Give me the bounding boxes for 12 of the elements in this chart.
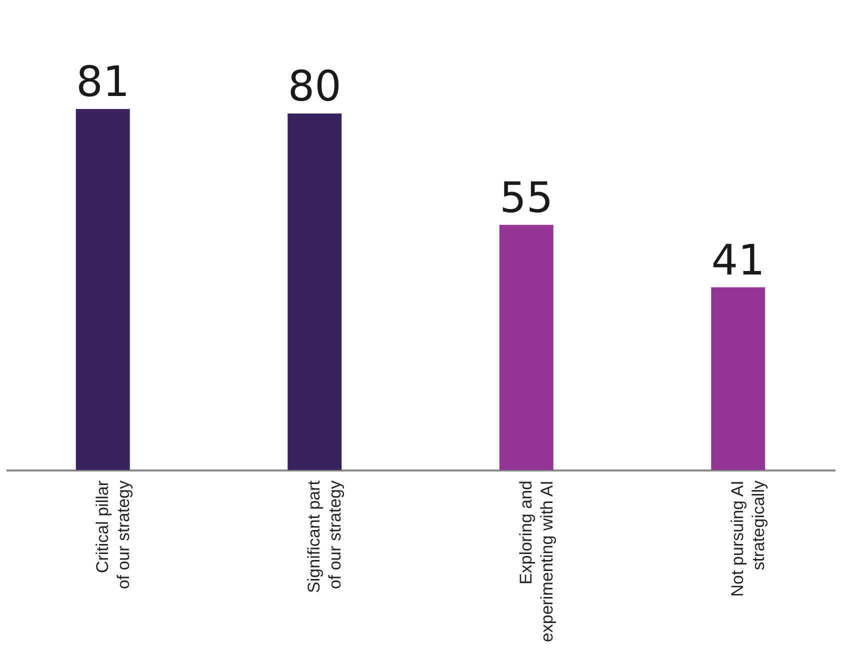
x-tick-label: Exploring and experimenting with AI (516, 480, 556, 642)
bar (499, 224, 554, 470)
bar (711, 287, 766, 470)
x-tick-label: Not pursuing AI strategically (728, 480, 768, 597)
x-tick-label: Critical pillar of our strategy (92, 480, 133, 590)
bar (76, 109, 130, 470)
data-label: 80 (288, 61, 342, 110)
bar (288, 113, 342, 470)
data-label: 81 (76, 57, 130, 106)
x-tick-label: Significant part of our strategy (304, 480, 345, 593)
data-label: 55 (500, 172, 554, 222)
data-label: 41 (711, 235, 765, 284)
